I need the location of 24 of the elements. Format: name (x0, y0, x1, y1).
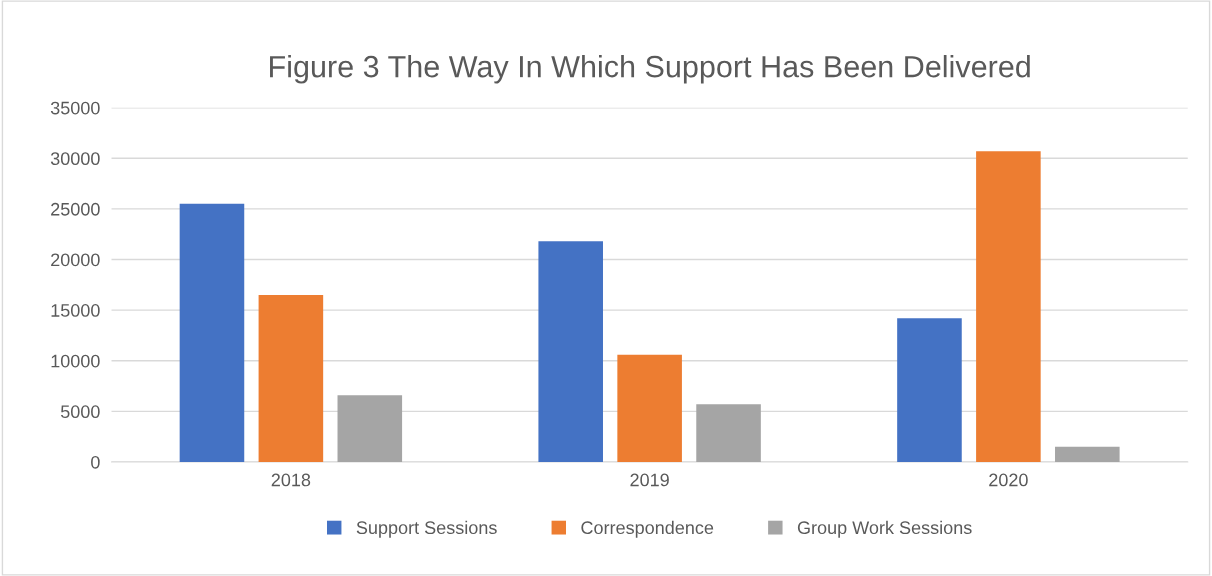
bar (337, 395, 403, 462)
bar (538, 241, 603, 462)
bar (617, 354, 682, 462)
bar (897, 318, 962, 462)
bar (1055, 446, 1120, 462)
bar (976, 151, 1041, 462)
y-tick-label: 0 (91, 455, 100, 469)
chart-title: Figure 3 The Way In Which Support Has Been Delivered (270, 55, 1030, 84)
bar (258, 294, 324, 462)
y-tick-label: 15000 (51, 304, 100, 317)
y-tick-label: 10000 (51, 354, 100, 368)
bar (179, 203, 245, 462)
x-tick-label: 2020 (989, 473, 1028, 487)
legend-label: Group Work Sessions (797, 520, 972, 538)
y-tick-label: 20000 (51, 253, 100, 267)
x-tick-label: 2019 (630, 473, 669, 487)
y-tick-label: 5000 (60, 405, 100, 419)
legend-label: Correspondence (581, 520, 714, 538)
y-tick-label: 25000 (51, 202, 100, 216)
y-tick-label: 30000 (50, 152, 100, 166)
legend-label: Support Sessions (356, 520, 497, 538)
x-tick-label: 2018 (271, 473, 311, 487)
y-tick-label: 35000 (50, 101, 100, 115)
bar (696, 404, 761, 462)
